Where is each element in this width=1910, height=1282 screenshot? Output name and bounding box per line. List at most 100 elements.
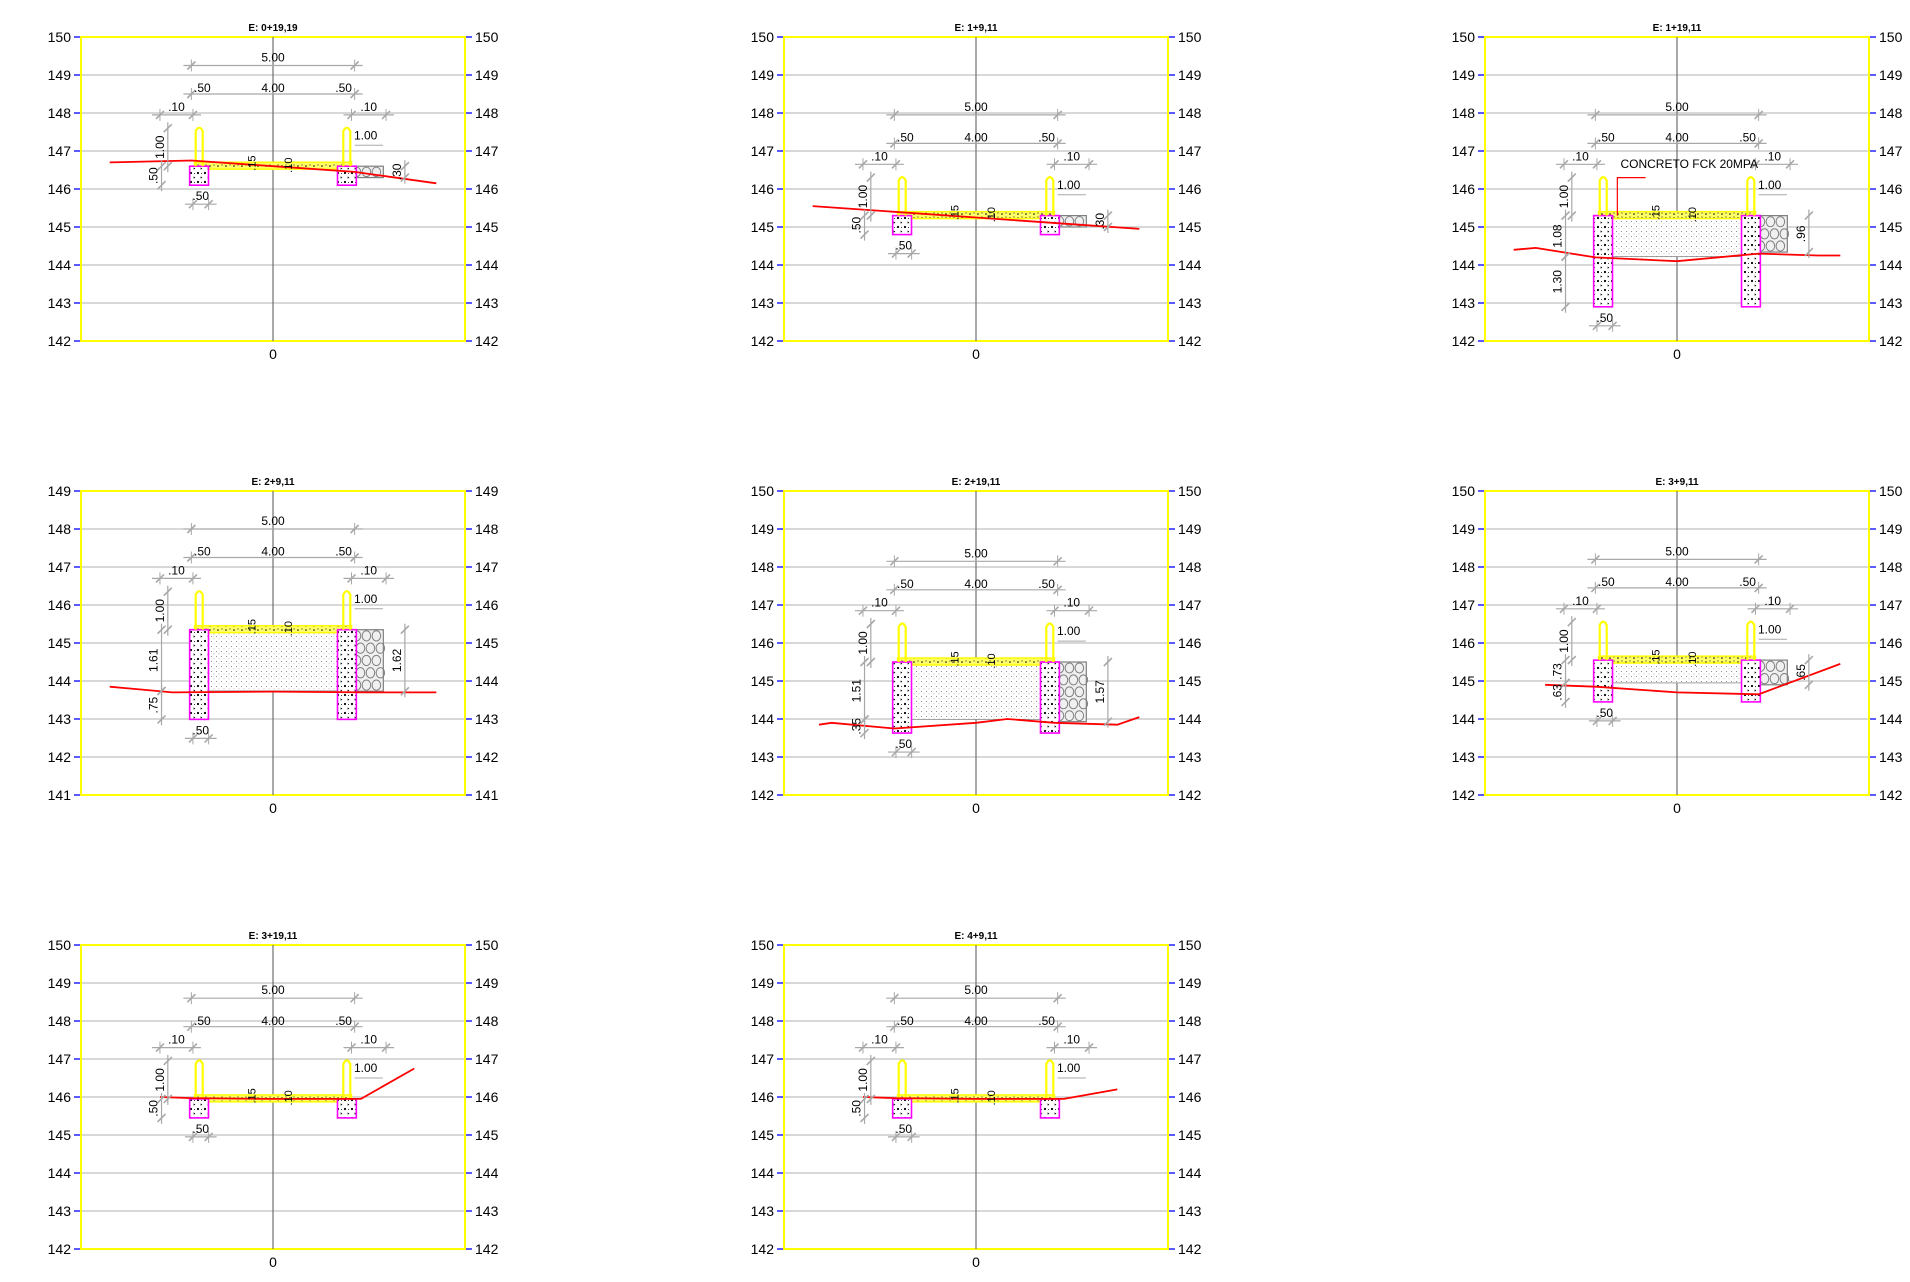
- terrain-line: [812, 205, 1140, 230]
- dimension-label: .10: [168, 563, 185, 577]
- dimension-label: 4.00: [964, 131, 988, 145]
- dimension-label: 1.62: [390, 648, 404, 672]
- y-tick-label-left: 145: [48, 1127, 72, 1143]
- riprap-stone: [375, 667, 386, 679]
- y-tick-label-left: 144: [1452, 257, 1476, 273]
- y-tick-label-left: 146: [48, 1089, 72, 1105]
- dimension-tick: [859, 1094, 870, 1104]
- y-tick-label-left: 145: [48, 219, 72, 235]
- dimension-label: .73: [1551, 663, 1565, 680]
- y-tick-label-right: 142: [475, 749, 499, 765]
- y-tick-label-left: 149: [1452, 67, 1476, 83]
- y-tick-label-right: 145: [1178, 1127, 1202, 1143]
- y-tick-label-right: 142: [1178, 333, 1202, 349]
- dimension-label: .10: [871, 1033, 888, 1047]
- dimension-label: .30: [1093, 213, 1107, 230]
- terrain-line: [109, 159, 437, 185]
- layer-label: .15: [950, 205, 962, 220]
- left-guard-post: [1598, 176, 1608, 216]
- left-pile: [891, 1098, 913, 1119]
- y-tick-label-left: 147: [1452, 597, 1476, 613]
- dimension-label: .10: [871, 596, 888, 610]
- dimension-tick: [866, 173, 876, 183]
- right-guard-post: [342, 590, 352, 630]
- y-tick-label-right: 143: [475, 295, 499, 311]
- dimension-tick: [866, 211, 876, 221]
- riprap-stone: [361, 630, 372, 642]
- y-tick-label-right: 145: [475, 635, 499, 651]
- y-tick-label-right: 150: [1178, 29, 1202, 45]
- y-tick-label-right: 147: [475, 143, 499, 159]
- dimension-label: 4.00: [1665, 575, 1689, 589]
- base-fill: [1598, 215, 1756, 258]
- cross-section-panel: E: 3+19,11 150 150 149 149 148 148 147 147 146 146…: [48, 931, 499, 1270]
- y-tick-label-right: 145: [1178, 673, 1202, 689]
- y-tick-label-right: 148: [1178, 559, 1202, 575]
- y-tick-label-right: 149: [475, 975, 499, 991]
- y-tick-label-left: 149: [48, 483, 72, 499]
- y-tick-label-right: 143: [1879, 295, 1903, 311]
- dimension-label: 1.00: [153, 135, 167, 159]
- dimension-label: .50: [147, 167, 161, 184]
- section-title: E: 1+19,11: [1653, 23, 1702, 34]
- y-tick-label-left: 142: [751, 333, 775, 349]
- layer-label: .10: [283, 158, 295, 173]
- y-tick-label-left: 146: [751, 181, 775, 197]
- left-pile: [1592, 214, 1614, 308]
- dimension-label: .50: [194, 545, 211, 559]
- dimension-label: .75: [147, 696, 161, 713]
- dimension-label: .50: [895, 1122, 912, 1136]
- y-tick-label-right: 147: [1879, 597, 1903, 613]
- riprap-stone: [1064, 686, 1075, 698]
- dimension-tick: [1560, 678, 1571, 688]
- dimension-label: .50: [194, 81, 211, 95]
- dimension-label: 5.00: [964, 100, 988, 114]
- dimension-tick: [400, 173, 410, 183]
- section-title: E: 3+19,11: [249, 931, 298, 942]
- riprap-stone: [1074, 710, 1085, 722]
- riprap-block: [1054, 661, 1089, 723]
- cross-section-panel: E: 2+9,11 149 149 148 148 147 147 146 146 145 145 1…: [48, 477, 499, 816]
- dimension-label: 1.00: [856, 1068, 870, 1092]
- y-tick-label-left: 150: [48, 937, 72, 953]
- dimension-label: 5.00: [964, 546, 988, 560]
- y-tick-label-left: 147: [1452, 143, 1476, 159]
- dimension-label: 1.00: [1057, 1061, 1081, 1075]
- right-pile: [1039, 214, 1061, 236]
- layer-label: .15: [1651, 649, 1663, 664]
- dimension-label: .10: [168, 100, 185, 114]
- layer-label: .15: [950, 651, 962, 666]
- y-tick-label-right: 148: [475, 521, 499, 537]
- y-tick-label-right: 143: [475, 711, 499, 727]
- y-tick-label-left: 148: [751, 559, 775, 575]
- cross-section-panel: E: 2+19,11 150 150 149 149 148 148 147 147 146 146…: [751, 477, 1202, 816]
- y-tick-label-left: 149: [48, 67, 72, 83]
- dimension-label: .50: [895, 239, 912, 253]
- layer-label: .15: [247, 619, 259, 634]
- riprap-stone: [1078, 674, 1089, 686]
- riprap-stone: [1765, 240, 1776, 252]
- layer-label: .10: [1687, 207, 1699, 222]
- left-guard-post: [194, 126, 204, 167]
- y-tick-label-left: 146: [1452, 635, 1476, 651]
- y-tick-label-left: 150: [1452, 483, 1476, 499]
- dimension-tick: [866, 1094, 876, 1104]
- dimension-label: 1.00: [1758, 622, 1782, 636]
- dimension-tick: [866, 619, 876, 629]
- layer-label: .10: [986, 1090, 998, 1105]
- dimension-tick: [1567, 655, 1577, 665]
- riprap-outline: [1756, 215, 1788, 253]
- layer-label: .15: [247, 1088, 259, 1103]
- riprap-stone: [1775, 660, 1786, 672]
- y-tick-label-right: 146: [1178, 635, 1202, 651]
- dimension-label: 1.00: [354, 1061, 378, 1075]
- dimension-tick: [1560, 697, 1571, 707]
- material-note: CONCRETO FCK 20MPA: [1620, 157, 1758, 171]
- y-tick-label-left: 142: [751, 787, 775, 803]
- y-tick-label-left: 142: [48, 333, 72, 349]
- dimension-label: 5.00: [1665, 100, 1689, 114]
- section-title: E: 2+9,11: [251, 477, 295, 488]
- cross-section-panel: E: 4+9,11 150 150 149 149 148 148 147 147 146 146 1…: [751, 931, 1202, 1270]
- dimension-label: 1.00: [153, 599, 167, 623]
- dimension-label: 1.00: [856, 185, 870, 209]
